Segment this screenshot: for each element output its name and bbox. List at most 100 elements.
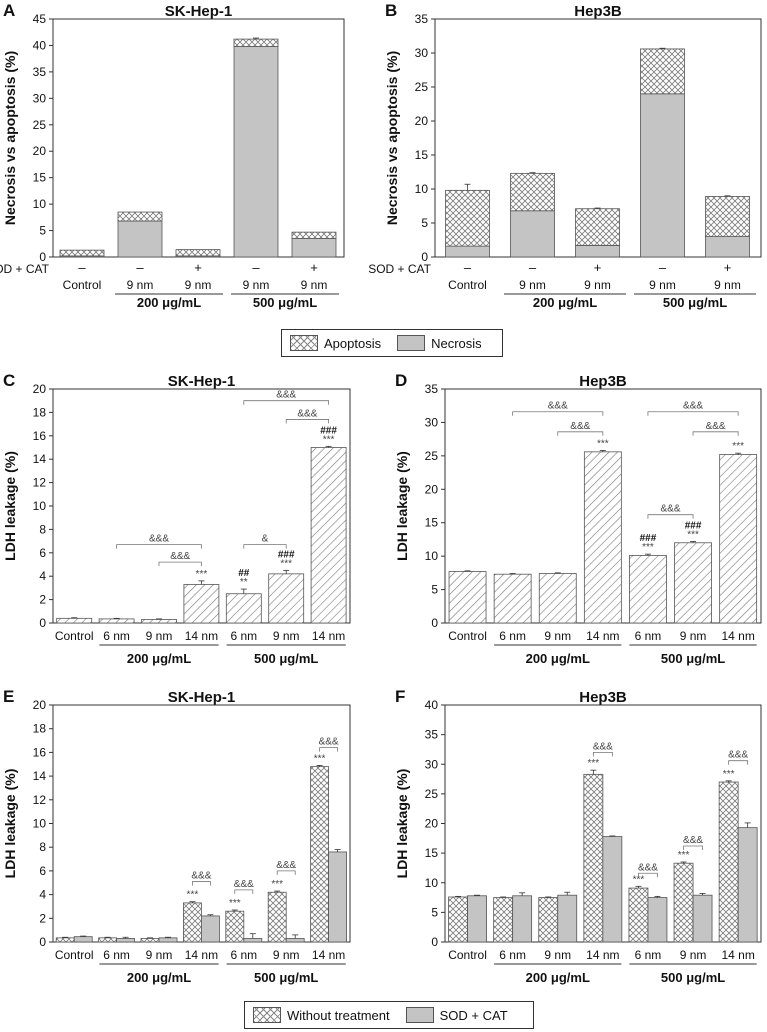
panel-letter: F [395, 687, 405, 706]
x-tick-label: 9 nm [544, 948, 571, 962]
x-tick-label: 6 nm [635, 629, 662, 643]
significance-label: *** [280, 558, 292, 569]
apoptosis-swatch [290, 335, 318, 351]
significance-label: *** [271, 879, 283, 890]
bracket-label: &&& [683, 401, 703, 412]
bracket-label: &&& [234, 879, 254, 890]
bracket-label: &&& [297, 408, 317, 419]
y-tick-label: 5 [421, 216, 428, 230]
bar-apoptosis [640, 48, 685, 95]
bracket-label: &&& [683, 835, 703, 846]
bar-without-treatment [182, 902, 202, 943]
significance-label: *** [723, 769, 735, 780]
bar-necrosis [640, 93, 685, 258]
bar-necrosis [445, 245, 490, 258]
bracket-label: &&& [706, 421, 726, 432]
panel-title: Hep3B [574, 3, 622, 20]
bar-sod-cat [73, 936, 93, 943]
y-tick-label: 5 [39, 224, 46, 238]
sodcat-sign: – [659, 260, 667, 275]
bracket-label: &&& [319, 737, 339, 748]
y-tick-label: 25 [425, 787, 439, 801]
y-tick-label: 10 [33, 817, 47, 831]
y-tick-label: 20 [33, 144, 47, 158]
x-tick-label: 9 nm [680, 948, 707, 962]
sodcat-sign: + [194, 260, 202, 275]
legend-item-without-treatment: Without treatment [253, 1007, 390, 1023]
y-tick-label: 10 [415, 182, 429, 196]
y-tick-label: 15 [415, 148, 429, 162]
y-tick-label: 18 [33, 405, 47, 419]
y-tick-label: 35 [425, 728, 439, 742]
bracket-label: &&& [276, 390, 296, 401]
sodcat-sign: – [136, 260, 144, 275]
y-tick-label: 30 [425, 415, 439, 429]
y-tick-label: 14 [33, 769, 47, 783]
significance-label: ### [685, 520, 702, 531]
bar-sod-cat [285, 938, 305, 943]
sodcat-sign: + [594, 260, 602, 275]
legend-label-apoptosis: Apoptosis [324, 335, 382, 351]
without-treatment-swatch [253, 1007, 281, 1023]
bar-without-treatment [673, 862, 694, 943]
significance-label: *** [229, 898, 241, 909]
bar-apoptosis [291, 231, 337, 239]
y-axis-label: Necrosis vs apoptosis (%) [384, 51, 400, 225]
bar-without-treatment [98, 937, 117, 943]
y-tick-label: 5 [431, 583, 438, 597]
group-label: 500 μg/mL [661, 970, 725, 985]
significance-bracket [647, 411, 739, 416]
panel-title: SK-Hep-1 [165, 3, 233, 20]
y-tick-label: 2 [39, 911, 46, 925]
y-tick-label: 0 [39, 616, 46, 630]
bar-sod-cat [200, 915, 220, 943]
panel-title: Hep3B [579, 373, 627, 390]
bar-ldh-leakage [98, 618, 135, 624]
bar-sod-cat [158, 937, 178, 943]
legend-item-apoptosis: Apoptosis [290, 335, 381, 351]
y-tick-label: 18 [33, 722, 47, 736]
group-label: 200 μg/mL [533, 295, 597, 310]
y-tick-label: 20 [425, 817, 439, 831]
x-tick-label: Control [55, 629, 94, 643]
bar-ldh-leakage [629, 555, 667, 624]
bar-without-treatment [267, 891, 287, 943]
sodcat-label: SOD + CAT [0, 262, 50, 276]
y-tick-label: 20 [415, 114, 429, 128]
bracket-label: &&& [548, 401, 568, 412]
necrosis-swatch [397, 335, 426, 351]
x-tick-label: 6 nm [499, 948, 526, 962]
x-tick-label: 14 nm [185, 948, 218, 962]
y-tick-label: 30 [33, 91, 47, 105]
y-tick-label: 20 [425, 482, 439, 496]
significance-bracket [116, 544, 202, 549]
sodcat-sign: – [529, 260, 537, 275]
significance-bracket [243, 400, 329, 405]
significance-label: ### [640, 533, 657, 544]
legend-item-sod-cat: SOD + CAT [405, 1007, 508, 1023]
significance-label: ### [320, 425, 337, 436]
sodcat-sign: – [252, 260, 260, 275]
x-tick-label: 9 nm [127, 278, 154, 292]
bar-ldh-leakage [310, 447, 347, 624]
x-tick-label: 9 nm [680, 629, 707, 643]
y-tick-label: 0 [431, 616, 438, 630]
panel-title: Hep3B [579, 689, 627, 706]
x-tick-label: 14 nm [312, 629, 345, 643]
y-axis-label: Necrosis vs apoptosis (%) [2, 51, 18, 225]
bar-ldh-leakage [719, 454, 758, 624]
x-tick-label: 9 nm [519, 278, 546, 292]
significance-bracket [592, 752, 613, 757]
y-tick-label: 40 [425, 698, 439, 712]
x-tick-label: 14 nm [185, 629, 218, 643]
bar-without-treatment [718, 781, 739, 943]
significance-bracket [683, 845, 703, 851]
bar-necrosis [510, 210, 555, 258]
y-tick-label: 8 [39, 522, 46, 536]
bar-without-treatment [55, 937, 75, 943]
bar-necrosis [233, 46, 279, 258]
x-tick-label: 9 nm [649, 278, 676, 292]
significance-bracket [285, 419, 329, 424]
bar-ldh-leakage [583, 451, 622, 624]
